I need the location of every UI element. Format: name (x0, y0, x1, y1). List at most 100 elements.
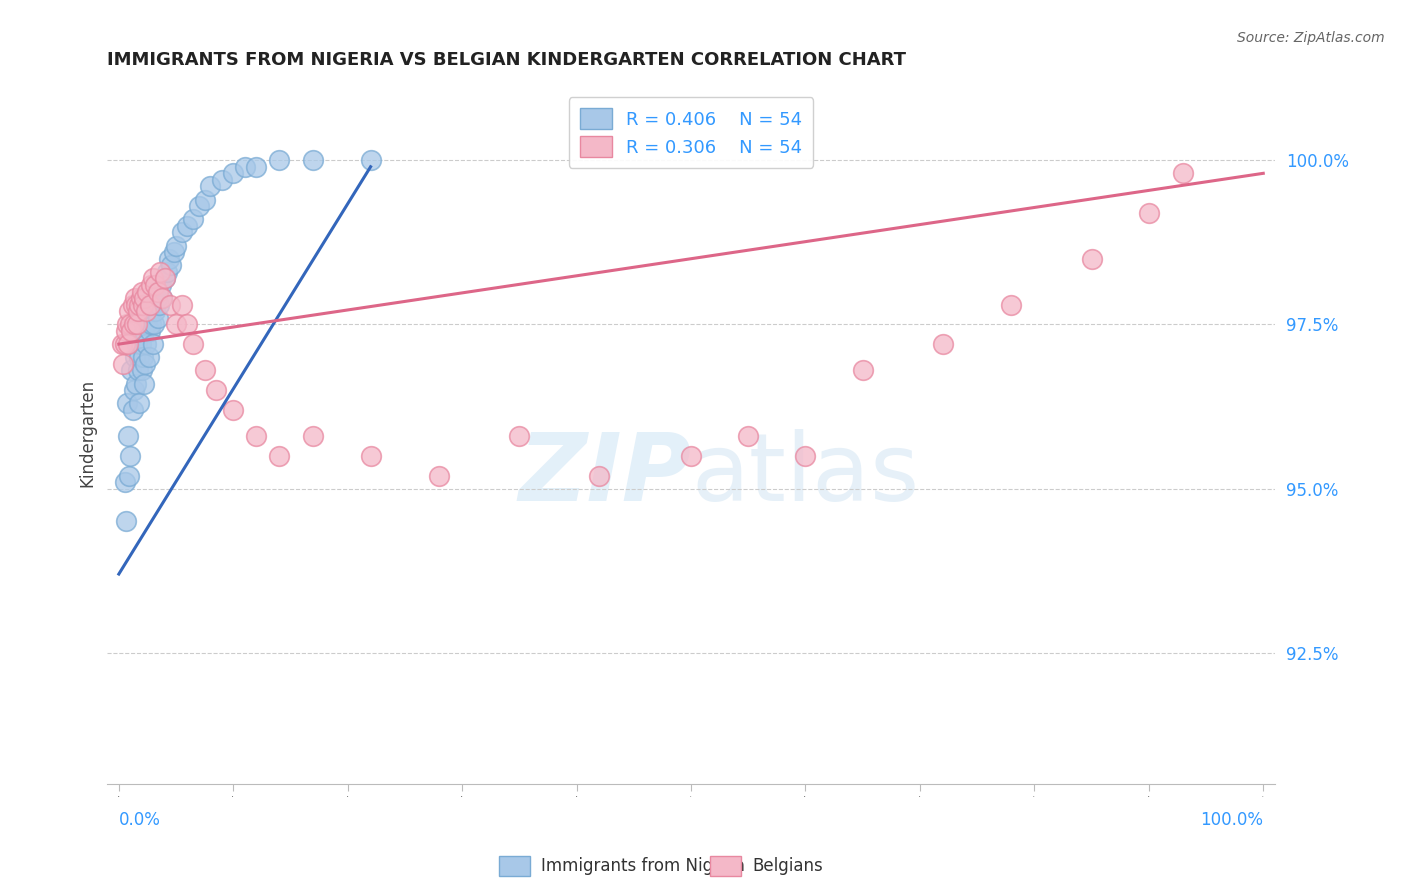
Point (124, 291, 146, 305)
Point (122, 318, 145, 332)
Text: ZIP: ZIP (519, 429, 690, 521)
Point (132, 351, 155, 365)
Point (508, 429, 530, 443)
Point (852, 363, 875, 377)
Point (125, 298, 148, 312)
Point (588, 468, 610, 483)
Point (302, 153, 325, 168)
Point (136, 285, 159, 299)
Y-axis label: Kindergarten: Kindergarten (79, 379, 96, 487)
Legend: R = 0.406    N = 54, R = 0.306    N = 54: R = 0.406 N = 54, R = 0.306 N = 54 (568, 97, 814, 168)
Point (932, 337, 955, 351)
Point (194, 193, 217, 207)
Text: Immigrants from Nigeria: Immigrants from Nigeria (541, 857, 745, 875)
Point (427, 468, 450, 483)
Point (141, 298, 163, 312)
Point (118, 468, 141, 483)
Point (153, 271, 176, 285)
Point (112, 357, 135, 371)
Point (115, 396, 138, 410)
Point (148, 298, 170, 312)
Point (114, 515, 136, 529)
Point (121, 298, 143, 312)
Point (222, 402, 245, 417)
Point (120, 363, 142, 377)
Point (1137, 205, 1160, 219)
Point (127, 318, 149, 332)
Point (150, 278, 173, 293)
Point (142, 337, 165, 351)
Point (1173, 166, 1195, 180)
Point (132, 324, 155, 338)
Point (181, 337, 204, 351)
Point (138, 324, 160, 338)
Point (149, 265, 172, 279)
Point (145, 291, 167, 305)
Text: Belgians: Belgians (752, 857, 823, 875)
Point (150, 291, 173, 305)
Point (121, 402, 143, 417)
Point (136, 318, 159, 332)
Point (245, 429, 267, 443)
Text: atlas: atlas (690, 429, 920, 521)
Point (129, 337, 152, 351)
Point (160, 258, 183, 272)
Point (165, 318, 187, 332)
Point (118, 304, 141, 318)
Point (127, 363, 149, 377)
Text: IMMIGRANTS FROM NIGERIA VS BELGIAN KINDERGARTEN CORRELATION CHART: IMMIGRANTS FROM NIGERIA VS BELGIAN KINDE… (107, 51, 907, 69)
Point (211, 173, 233, 187)
Point (1080, 252, 1102, 266)
Point (120, 318, 142, 332)
Point (139, 318, 162, 332)
Point (143, 318, 166, 332)
Point (153, 271, 176, 285)
Point (170, 226, 193, 240)
Point (360, 153, 382, 168)
Point (302, 429, 325, 443)
Point (267, 153, 290, 168)
Point (159, 298, 181, 312)
Point (139, 278, 162, 293)
Point (156, 265, 179, 279)
Point (128, 396, 150, 410)
Point (129, 291, 152, 305)
Point (163, 245, 186, 260)
Point (117, 337, 139, 351)
Point (170, 298, 193, 312)
Point (176, 219, 198, 233)
Point (111, 337, 134, 351)
Point (157, 252, 180, 266)
Point (125, 376, 148, 391)
Text: 100.0%: 100.0% (1201, 811, 1263, 829)
Point (132, 376, 155, 391)
Point (176, 318, 198, 332)
Point (114, 337, 136, 351)
Point (114, 475, 136, 489)
Point (360, 449, 382, 463)
Point (267, 449, 290, 463)
Point (120, 449, 142, 463)
Point (115, 318, 138, 332)
Point (233, 160, 256, 174)
Point (187, 199, 209, 213)
Point (142, 271, 165, 285)
Point (135, 304, 157, 318)
Point (222, 166, 245, 180)
Point (1000, 298, 1022, 312)
Point (132, 298, 155, 312)
Point (165, 238, 187, 252)
Point (128, 298, 150, 312)
Point (181, 212, 204, 227)
Text: Source: ZipAtlas.com: Source: ZipAtlas.com (1237, 31, 1385, 45)
Point (794, 449, 817, 463)
Point (135, 337, 157, 351)
Point (138, 298, 160, 312)
Point (145, 278, 167, 293)
Point (737, 429, 759, 443)
Point (117, 429, 139, 443)
Text: 0.0%: 0.0% (120, 811, 160, 829)
Point (146, 285, 169, 299)
Point (114, 324, 136, 338)
Point (194, 363, 217, 377)
